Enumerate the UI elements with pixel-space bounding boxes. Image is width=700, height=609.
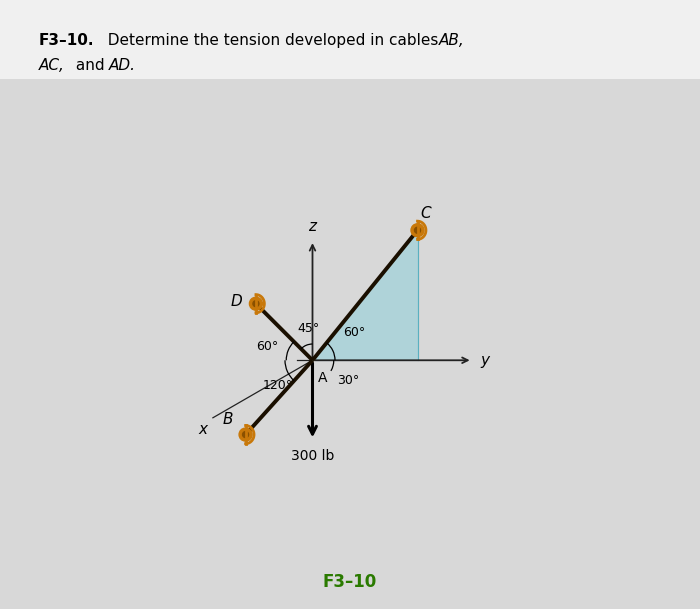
Text: AC,: AC, (38, 58, 64, 73)
Text: and: and (71, 58, 109, 73)
Text: C: C (420, 206, 430, 221)
Text: 60°: 60° (344, 326, 365, 339)
Circle shape (239, 428, 252, 441)
Text: 30°: 30° (337, 375, 360, 387)
Text: x: x (198, 422, 207, 437)
Text: F3–10: F3–10 (323, 572, 377, 591)
Text: D: D (230, 294, 242, 309)
Text: F3–10.: F3–10. (38, 33, 94, 49)
Text: z: z (309, 219, 316, 234)
Circle shape (253, 301, 259, 307)
Text: 45°: 45° (298, 322, 320, 336)
Circle shape (249, 297, 262, 310)
Text: AD.: AD. (108, 58, 136, 73)
Text: B: B (223, 412, 233, 427)
Circle shape (414, 227, 421, 233)
Polygon shape (312, 230, 417, 361)
Circle shape (243, 432, 248, 438)
Text: Determine the tension developed in cables: Determine the tension developed in cable… (98, 33, 443, 49)
Text: 300 lb: 300 lb (290, 449, 334, 463)
Text: AB,: AB, (439, 33, 465, 49)
Text: 120°: 120° (262, 379, 293, 392)
Text: y: y (480, 353, 489, 368)
Circle shape (411, 224, 424, 237)
Text: A: A (318, 371, 327, 385)
Text: 60°: 60° (256, 340, 279, 353)
